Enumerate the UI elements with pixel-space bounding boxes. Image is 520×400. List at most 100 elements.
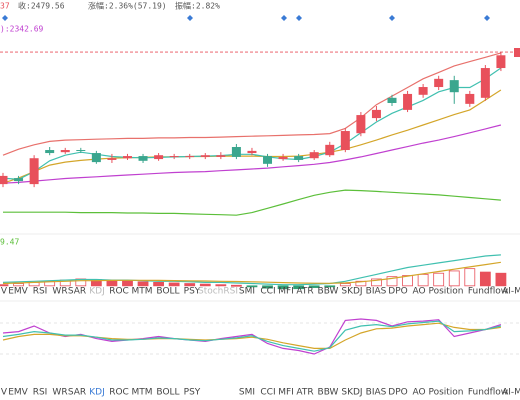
candle-body bbox=[294, 156, 304, 160]
indicator-tab[interactable]: SAR bbox=[68, 287, 86, 297]
indicator-tab[interactable]: V bbox=[1, 287, 8, 297]
indicator-line bbox=[2, 320, 502, 352]
indicator-tab[interactable]: Fundflow bbox=[468, 287, 508, 297]
histogram-bar bbox=[464, 268, 476, 287]
candle-body bbox=[309, 152, 319, 159]
candle-body bbox=[107, 158, 117, 160]
indicator-tab[interactable]: DPO bbox=[388, 388, 407, 398]
histogram-bar bbox=[230, 284, 242, 287]
indicator-tab[interactable]: BIAS bbox=[366, 388, 387, 398]
indicator-tab[interactable]: V bbox=[1, 388, 8, 398]
indicator-tab[interactable]: ROC bbox=[109, 388, 129, 398]
signal-marker bbox=[2, 15, 8, 21]
candle-body bbox=[122, 156, 132, 159]
indicator-tab[interactable]: ATR bbox=[296, 287, 313, 297]
indicator-tab[interactable]: KDJ bbox=[89, 287, 105, 297]
candle-body bbox=[340, 131, 350, 151]
indicator-line bbox=[3, 189, 501, 216]
histogram-bar bbox=[184, 283, 196, 287]
signal-markers bbox=[2, 15, 490, 21]
indicator-tab[interactable]: RSI bbox=[33, 388, 48, 398]
indicator-tab[interactable]: MFI bbox=[278, 287, 294, 297]
signal-marker bbox=[389, 15, 395, 21]
indicator-tab[interactable]: EMV bbox=[8, 287, 28, 297]
candle-body bbox=[76, 150, 86, 152]
indicator-tab[interactable]: AO bbox=[412, 287, 425, 297]
header-item: 37 bbox=[0, 2, 10, 11]
histogram-bar bbox=[417, 273, 429, 287]
candle-body bbox=[403, 93, 413, 110]
indicator-tab[interactable]: StochRSI bbox=[198, 287, 238, 297]
indicator-tab[interactable]: KDJ bbox=[89, 388, 105, 398]
indicator-tab[interactable]: BBW bbox=[318, 388, 339, 398]
indicator-tab[interactable]: MFI bbox=[278, 388, 294, 398]
histogram-bar bbox=[277, 285, 289, 290]
candle-body bbox=[216, 155, 226, 157]
histogram-bar bbox=[308, 285, 320, 288]
candle-body bbox=[278, 156, 288, 160]
candle-body bbox=[387, 97, 397, 103]
signal-marker bbox=[187, 15, 193, 21]
candle-body bbox=[0, 175, 8, 185]
candle-body bbox=[418, 87, 428, 95]
indicator-tab[interactable]: SKDJ bbox=[341, 388, 362, 398]
histogram-bar bbox=[122, 280, 133, 287]
indicator-tab[interactable]: PSY bbox=[184, 287, 201, 297]
indicator-tab[interactable]: WR bbox=[52, 388, 67, 398]
candle-body bbox=[185, 156, 195, 158]
candle-body bbox=[169, 156, 179, 158]
candle-body bbox=[200, 155, 210, 157]
indicator-tab[interactable]: BBW bbox=[318, 287, 339, 297]
indicator-tab[interactable]: MTM bbox=[131, 388, 152, 398]
candle-body bbox=[371, 109, 381, 119]
candle-body bbox=[465, 93, 475, 104]
indicator-tab[interactable]: Fundflow bbox=[468, 388, 508, 398]
indicator-tab[interactable]: AI-M bbox=[502, 388, 520, 398]
indicator-line bbox=[2, 254, 501, 286]
candle-body bbox=[449, 80, 459, 93]
candle-body bbox=[154, 155, 164, 160]
header-item: 振幅:2.82% bbox=[175, 1, 220, 11]
indicator-tab[interactable]: BOLL bbox=[156, 287, 179, 297]
signal-marker bbox=[281, 15, 287, 21]
indicator-tab[interactable]: SMI bbox=[239, 287, 255, 297]
indicator-tab[interactable]: RSI bbox=[33, 287, 48, 297]
indicator-tab[interactable]: ATR bbox=[296, 388, 313, 398]
ma-label: ):2342.69 bbox=[0, 25, 44, 34]
indicator-tab[interactable]: AO bbox=[412, 388, 425, 398]
candle-body bbox=[434, 78, 444, 88]
candle-body bbox=[29, 158, 39, 185]
indicator-tab[interactable]: MTM bbox=[131, 287, 152, 297]
indicator-tab[interactable]: WR bbox=[52, 287, 67, 297]
indicator-tab[interactable]: ROC bbox=[109, 287, 129, 297]
indicator-line bbox=[2, 89, 502, 184]
candle-body bbox=[496, 55, 506, 69]
indicator-tab[interactable]: BOLL bbox=[156, 388, 179, 398]
indicator-tab[interactable]: EMV bbox=[8, 388, 28, 398]
indicator-label: 9.47 bbox=[0, 238, 19, 247]
candle-body bbox=[480, 68, 490, 98]
indicator-tab[interactable]: AI-M bbox=[502, 287, 520, 297]
indicator-tab[interactable]: DPO bbox=[388, 287, 407, 297]
histogram-bar bbox=[153, 281, 165, 287]
indicator-tab[interactable]: CCI bbox=[260, 388, 275, 398]
candle-body bbox=[263, 156, 273, 164]
signal-marker bbox=[484, 15, 490, 21]
histogram-bar bbox=[386, 276, 398, 287]
indicator-tab[interactable]: SKDJ bbox=[341, 287, 362, 297]
indicator-tab[interactable]: Position bbox=[428, 287, 463, 297]
histogram-bar bbox=[339, 283, 351, 287]
indicator-tab[interactable]: SMI bbox=[239, 388, 255, 398]
indicator-tab[interactable]: SAR bbox=[68, 388, 86, 398]
indicator-line bbox=[2, 261, 501, 285]
candle-body bbox=[138, 156, 148, 161]
indicator-tab[interactable]: PSY bbox=[184, 388, 201, 398]
indicator-tab[interactable]: CCI bbox=[260, 287, 275, 297]
histogram-bar bbox=[479, 271, 491, 287]
histogram-bar bbox=[324, 285, 336, 288]
indicator-tab[interactable]: Position bbox=[428, 388, 463, 398]
histogram-bar bbox=[448, 270, 460, 287]
indicator-tab[interactable]: BIAS bbox=[366, 287, 387, 297]
candle-body bbox=[356, 115, 366, 134]
